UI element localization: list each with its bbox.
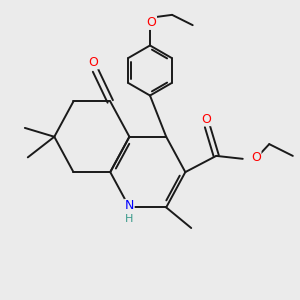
Text: O: O [251, 151, 261, 164]
Text: O: O [146, 16, 156, 29]
Text: O: O [201, 112, 211, 126]
Text: N: N [125, 200, 134, 212]
Text: H: H [125, 214, 134, 224]
Text: O: O [88, 56, 98, 69]
